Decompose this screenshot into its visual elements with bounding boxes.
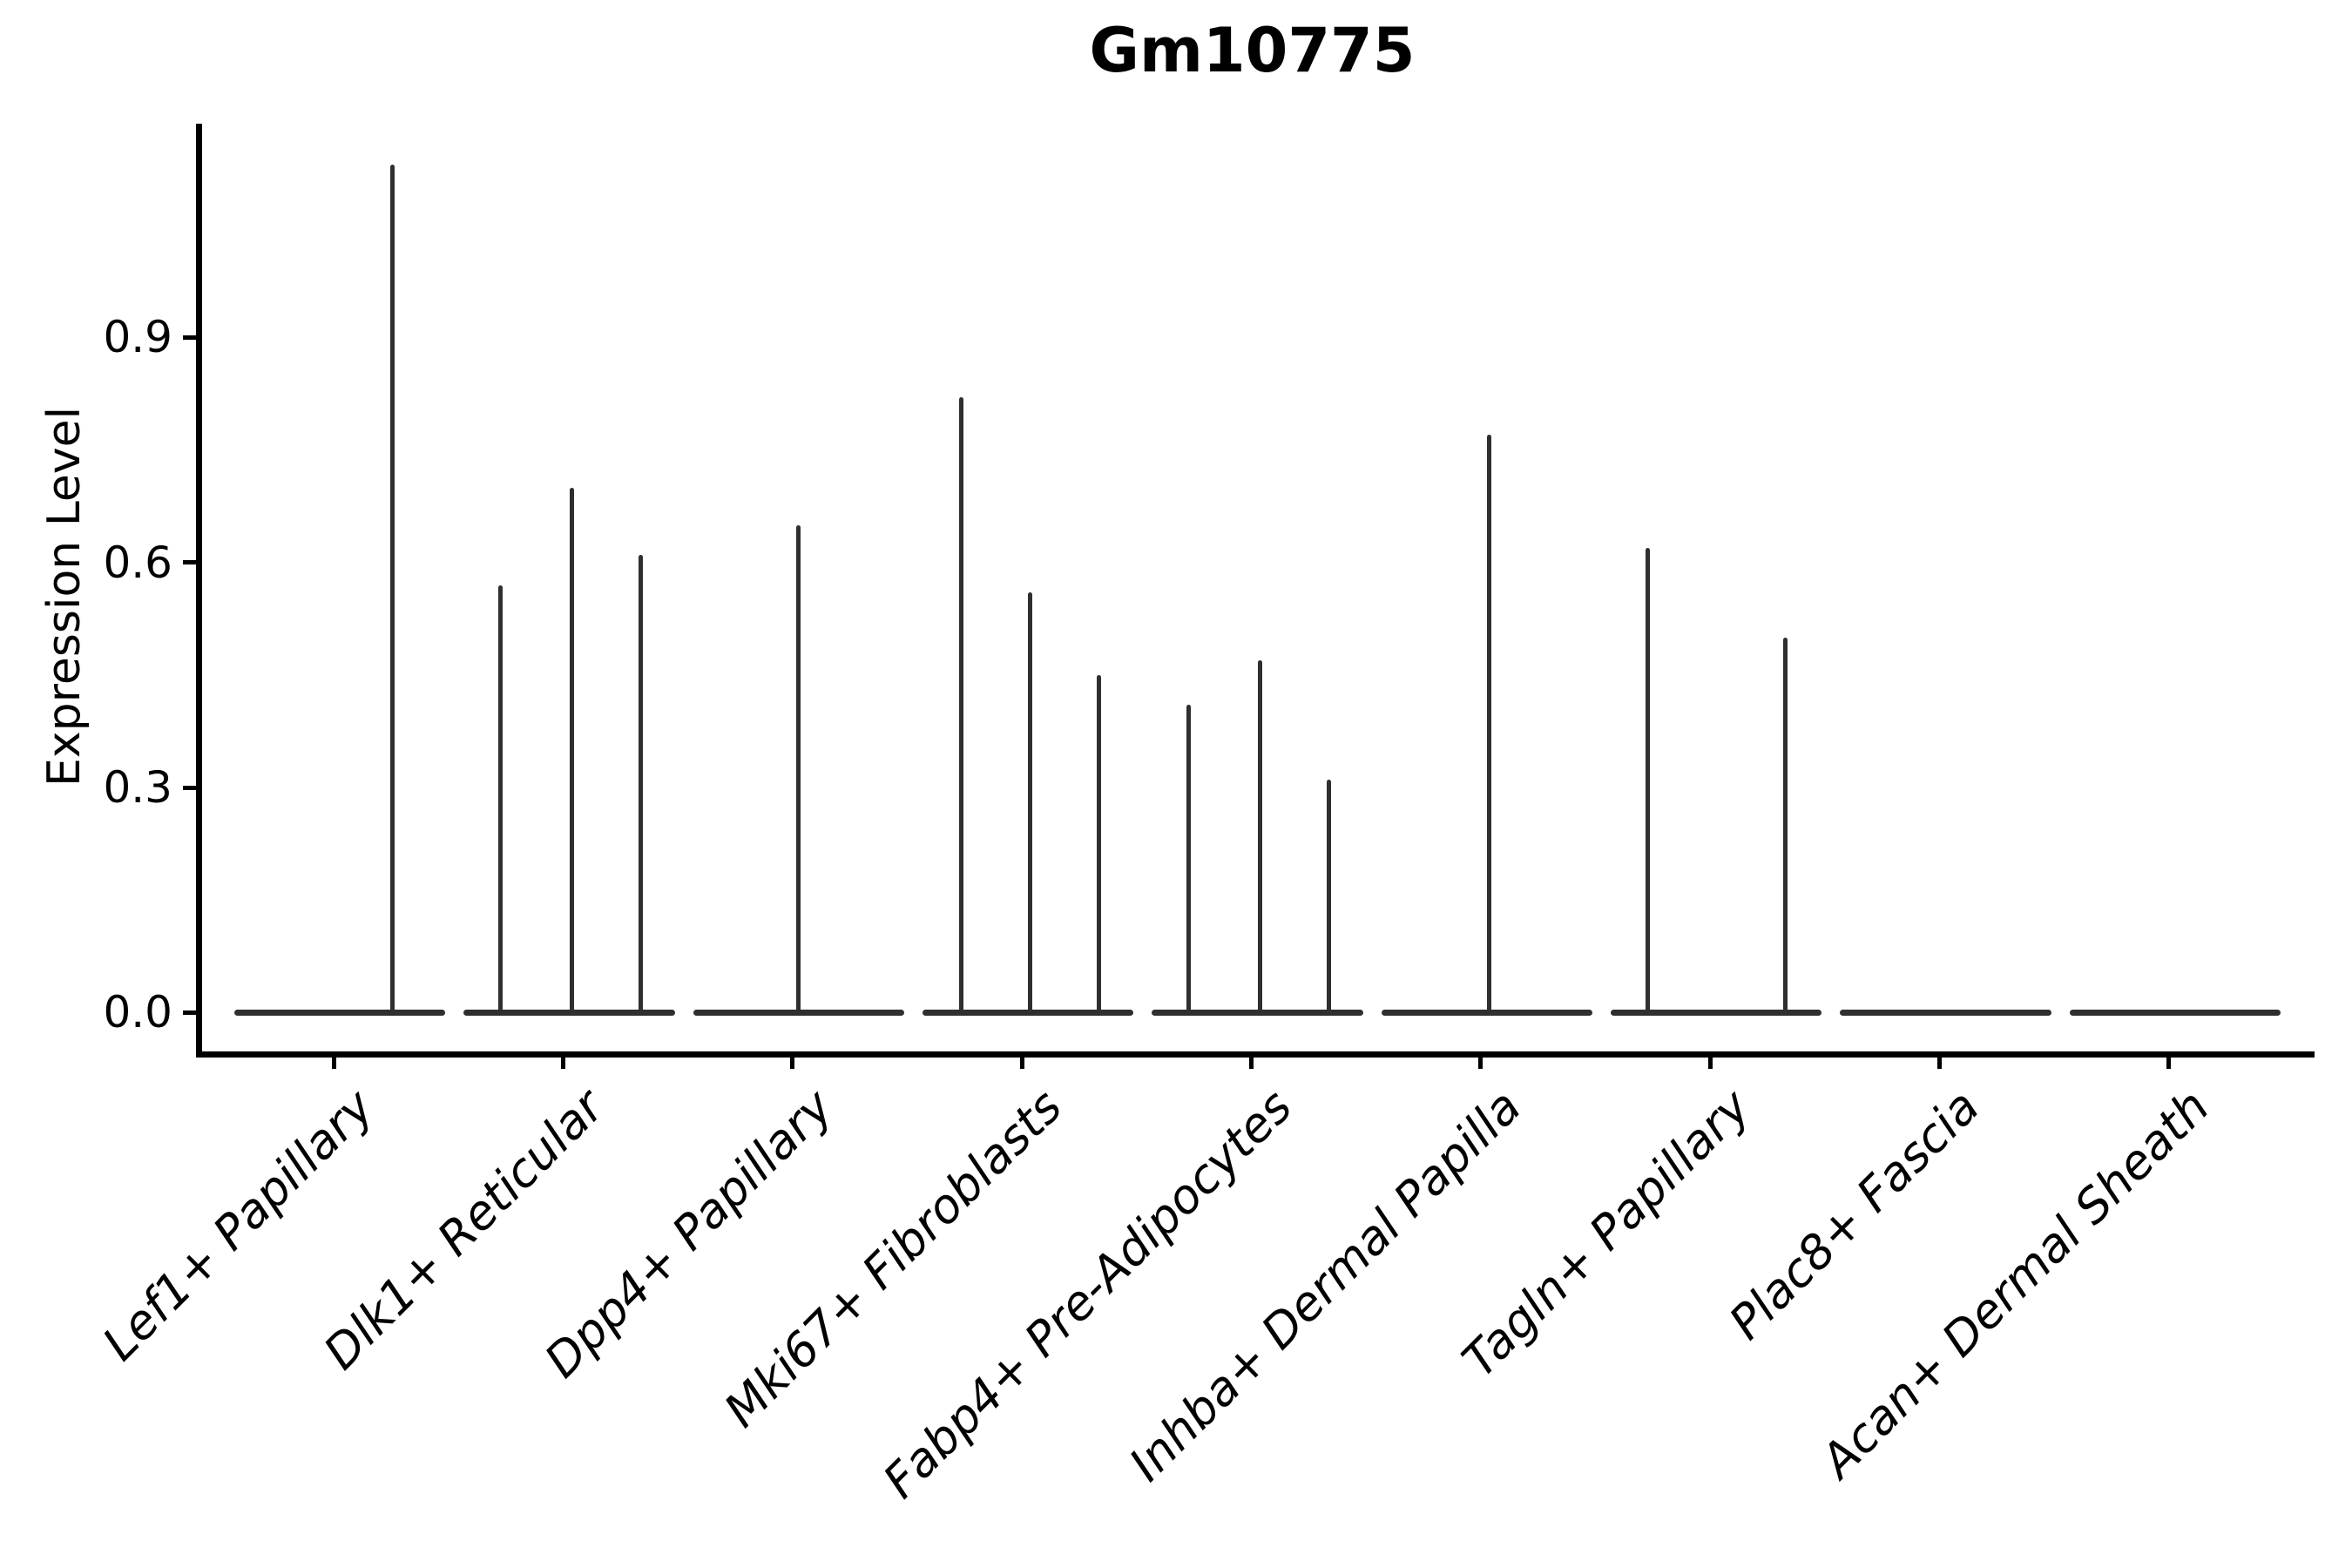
x-tick <box>2166 1058 2172 1069</box>
y-tick-label: 0.0 <box>103 987 172 1038</box>
x-tick <box>1936 1058 1942 1069</box>
x-tick <box>1019 1058 1024 1069</box>
y-tick-label: 0.3 <box>103 762 172 814</box>
violin-spike <box>1186 705 1191 1016</box>
plot-area <box>196 124 2315 1058</box>
x-tick <box>331 1058 336 1069</box>
violin-spike <box>1645 547 1650 1016</box>
violin-spike <box>1257 659 1262 1016</box>
violin-spike <box>390 165 395 1016</box>
x-tick-label: Acan+ Dermal Sheath <box>1809 1078 2220 1489</box>
violin-spike <box>1028 592 1033 1016</box>
violin-baseline <box>1840 1009 2051 1016</box>
violin-baseline <box>1610 1009 1822 1016</box>
violin-spike <box>1782 637 1788 1016</box>
chart-title: Gm10775 <box>1089 15 1416 86</box>
violin-spike <box>1097 674 1102 1016</box>
violin-spike <box>959 397 964 1016</box>
violin-baseline <box>1152 1009 1363 1016</box>
violin-spike <box>1486 435 1491 1016</box>
x-tick <box>1707 1058 1713 1069</box>
y-tick <box>183 335 196 340</box>
x-tick <box>790 1058 795 1069</box>
y-tick <box>183 785 196 790</box>
y-tick <box>183 560 196 565</box>
violin-baseline <box>1381 1009 1592 1016</box>
violin-spike <box>1326 780 1331 1016</box>
violin-baseline <box>463 1009 675 1016</box>
violin-baseline <box>234 1009 446 1016</box>
violin-spike <box>569 487 574 1016</box>
y-tick <box>183 1010 196 1015</box>
y-axis-label: Expression Level <box>38 406 91 787</box>
x-tick <box>1249 1058 1254 1069</box>
y-tick-label: 0.9 <box>103 312 172 363</box>
violin-spike <box>796 524 801 1016</box>
y-tick-label: 0.6 <box>103 537 172 588</box>
x-tick <box>1478 1058 1484 1069</box>
violin-baseline <box>2069 1009 2281 1016</box>
violin-baseline <box>923 1009 1134 1016</box>
x-tick-label: Fabp4+ Pre-Adipocytes <box>872 1078 1302 1509</box>
x-tick <box>561 1058 566 1069</box>
violin-spike <box>498 585 504 1016</box>
violin-spike <box>638 555 643 1016</box>
x-tick-label: Inhba+ Dermal Papilla <box>1119 1078 1531 1492</box>
